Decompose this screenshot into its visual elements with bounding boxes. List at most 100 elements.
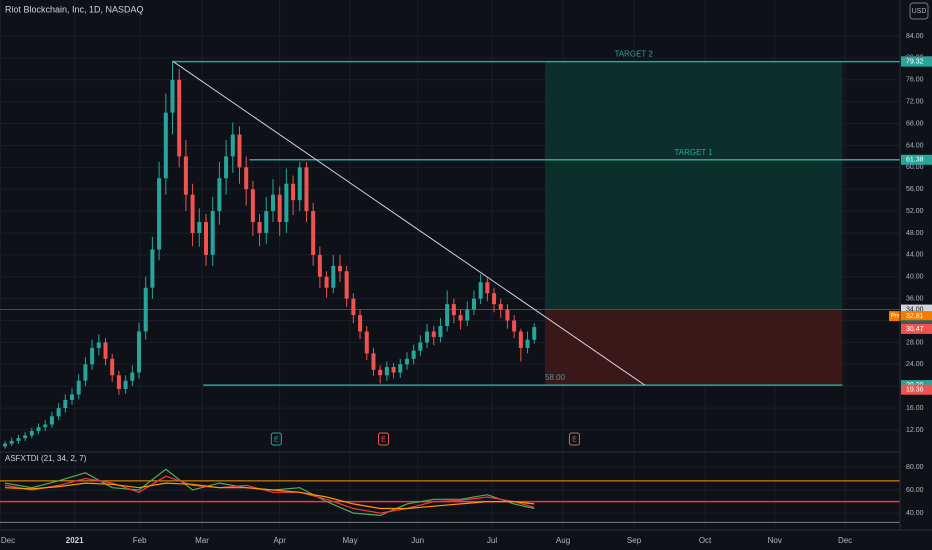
candle-body bbox=[331, 265, 336, 288]
candle-body bbox=[344, 271, 349, 299]
indicator-tick-label: 80.00 bbox=[906, 464, 924, 471]
candle-body bbox=[451, 304, 456, 316]
x-tick-label: Jun bbox=[411, 536, 424, 545]
candle-body bbox=[150, 249, 155, 288]
event-label: E bbox=[572, 436, 577, 443]
y-tick-label: 12.00 bbox=[906, 427, 924, 434]
candle-body bbox=[525, 339, 530, 348]
candle-body bbox=[177, 79, 182, 157]
x-tick-label: Sep bbox=[627, 536, 642, 545]
candle-body bbox=[471, 298, 476, 310]
candle-body bbox=[197, 222, 202, 233]
price-tag-label: 79.32 bbox=[906, 58, 924, 65]
candle-body bbox=[136, 331, 142, 373]
candle-body bbox=[264, 211, 269, 233]
candle-body bbox=[485, 282, 490, 294]
price-tag-label: 34.00 bbox=[906, 306, 924, 313]
candle-body bbox=[210, 211, 215, 255]
target-label: TARGET 2 bbox=[614, 50, 653, 59]
candle-body bbox=[183, 156, 188, 195]
candle-body bbox=[70, 394, 75, 400]
x-tick-label: Mar bbox=[195, 536, 209, 545]
candle-body bbox=[391, 367, 396, 373]
candle-body bbox=[16, 438, 21, 441]
y-tick-label: 56.00 bbox=[906, 186, 924, 193]
x-tick-label: 2021 bbox=[66, 536, 84, 545]
candle-body bbox=[244, 167, 249, 190]
candle-body bbox=[83, 364, 88, 381]
candle-body bbox=[29, 431, 34, 436]
candle-body bbox=[3, 443, 8, 447]
y-tick-label: 76.00 bbox=[906, 77, 924, 84]
candle-body bbox=[384, 367, 389, 376]
indicator-line bbox=[4, 482, 535, 510]
candle-body bbox=[438, 326, 443, 337]
price-tag bbox=[901, 384, 932, 395]
candle-body bbox=[217, 178, 222, 212]
candle-body bbox=[358, 315, 363, 332]
candle-body bbox=[465, 309, 470, 321]
y-tick-label: 52.00 bbox=[906, 208, 924, 215]
candle-body bbox=[257, 222, 262, 233]
candle-body bbox=[445, 304, 450, 327]
candle-body bbox=[518, 331, 523, 348]
candle-body bbox=[431, 331, 436, 337]
candle-body bbox=[96, 342, 101, 348]
candle-body bbox=[36, 427, 41, 432]
indicator-title: ASFXTDI (21, 34, 2, 7) bbox=[5, 454, 87, 463]
candle-body bbox=[90, 347, 95, 365]
price-tag-label: 32.81 bbox=[906, 313, 924, 320]
candle-body bbox=[237, 134, 242, 168]
y-tick-label: 64.00 bbox=[906, 142, 924, 149]
price-tag bbox=[901, 154, 932, 165]
candle-body bbox=[103, 342, 108, 359]
candle-body bbox=[170, 79, 175, 113]
y-tick-label: 60.00 bbox=[906, 164, 924, 171]
price-tag bbox=[901, 311, 932, 322]
symbol-title: Riot Blockchain, Inc, 1D, NASDAQ bbox=[5, 4, 144, 14]
candle-body bbox=[110, 358, 115, 376]
candle-body bbox=[337, 265, 342, 272]
y-tick-label: 16.00 bbox=[906, 405, 924, 412]
candle-body bbox=[157, 178, 162, 250]
y-tick-label: 24.00 bbox=[906, 361, 924, 368]
x-tick-label: Dec bbox=[1, 536, 15, 545]
x-tick-label: Oct bbox=[699, 536, 712, 545]
event-label: E bbox=[274, 436, 279, 443]
y-tick-label: 68.00 bbox=[906, 120, 924, 127]
x-tick-label: Aug bbox=[556, 536, 570, 545]
candle-body bbox=[277, 194, 282, 223]
x-tick-label: May bbox=[342, 536, 357, 545]
event-marker bbox=[568, 432, 580, 446]
candle-body bbox=[378, 369, 383, 376]
candle-body bbox=[56, 408, 61, 417]
candle-body bbox=[351, 298, 356, 316]
candle-body bbox=[492, 293, 497, 305]
candle-body bbox=[425, 331, 430, 343]
currency[interactable]: USD bbox=[912, 8, 927, 15]
candle-body bbox=[43, 424, 48, 428]
trendline bbox=[172, 60, 646, 386]
price-tag bbox=[901, 323, 932, 334]
y-tick-label: 72.00 bbox=[906, 99, 924, 106]
candle-body bbox=[418, 342, 423, 351]
candle-body bbox=[398, 364, 403, 373]
y-tick-label: 36.00 bbox=[906, 295, 924, 302]
y-tick-label: 40.00 bbox=[906, 274, 924, 281]
candle-body bbox=[224, 156, 229, 179]
candle-body bbox=[364, 331, 369, 354]
candle-body bbox=[63, 399, 68, 409]
price-tag-label: 19.36 bbox=[906, 387, 924, 394]
event-marker bbox=[270, 432, 282, 446]
currency-box[interactable] bbox=[909, 2, 929, 20]
candle-body bbox=[230, 134, 235, 157]
price-tag bbox=[901, 304, 932, 315]
y-tick-label: 48.00 bbox=[906, 230, 924, 237]
candle-body bbox=[297, 167, 302, 201]
candle-body bbox=[250, 189, 255, 223]
indicator-tick-label: 40.00 bbox=[906, 510, 924, 517]
indicator-tick-label: 60.00 bbox=[906, 487, 924, 494]
candle-body bbox=[130, 372, 135, 381]
candle-body bbox=[203, 222, 209, 255]
